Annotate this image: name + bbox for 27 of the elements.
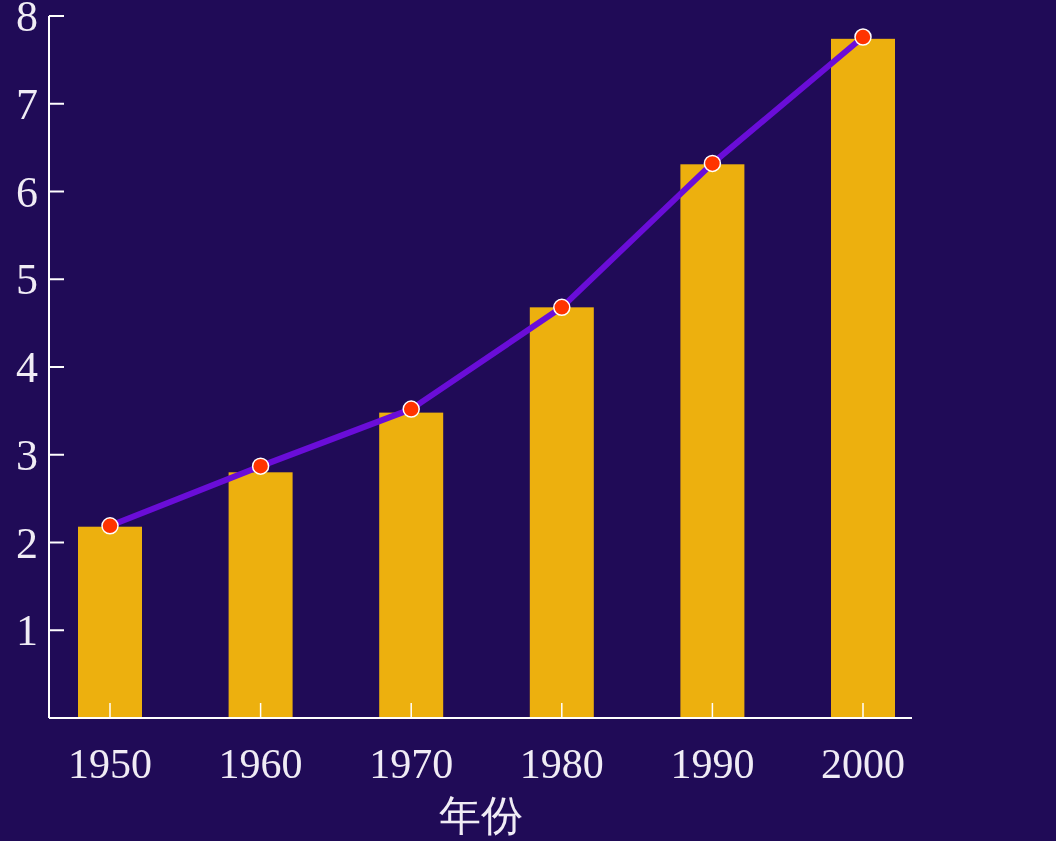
- y-tick-label: 6: [16, 167, 38, 217]
- x-tick-label: 1980: [519, 741, 604, 787]
- x-tick-label: 1960: [218, 741, 303, 787]
- bar: [379, 412, 444, 718]
- bar: [228, 472, 293, 718]
- x-axis-title: 年份: [438, 793, 523, 839]
- bar: [78, 526, 142, 718]
- point: [101, 517, 119, 535]
- y-tick-label: 8: [16, 0, 38, 41]
- point: [251, 457, 270, 475]
- x-tick-label: 1970: [369, 741, 454, 787]
- point: [402, 400, 420, 418]
- x-tick-label: 2000: [821, 741, 905, 787]
- bar: [831, 38, 895, 718]
- point: [854, 28, 872, 46]
- bar: [680, 164, 745, 718]
- point: [553, 298, 571, 317]
- y-tick-label: 1: [16, 606, 38, 656]
- x-tick-label: 1990: [670, 741, 755, 787]
- y-tick-label: 4: [16, 343, 38, 392]
- point: [703, 154, 722, 173]
- y-tick-label: 7: [16, 79, 38, 129]
- y-tick-label: 3: [16, 430, 38, 480]
- y-tick-label: 5: [16, 255, 38, 305]
- bar: [529, 307, 594, 718]
- x-tick-label: 1950: [68, 741, 152, 787]
- y-tick-label: 2: [16, 518, 38, 568]
